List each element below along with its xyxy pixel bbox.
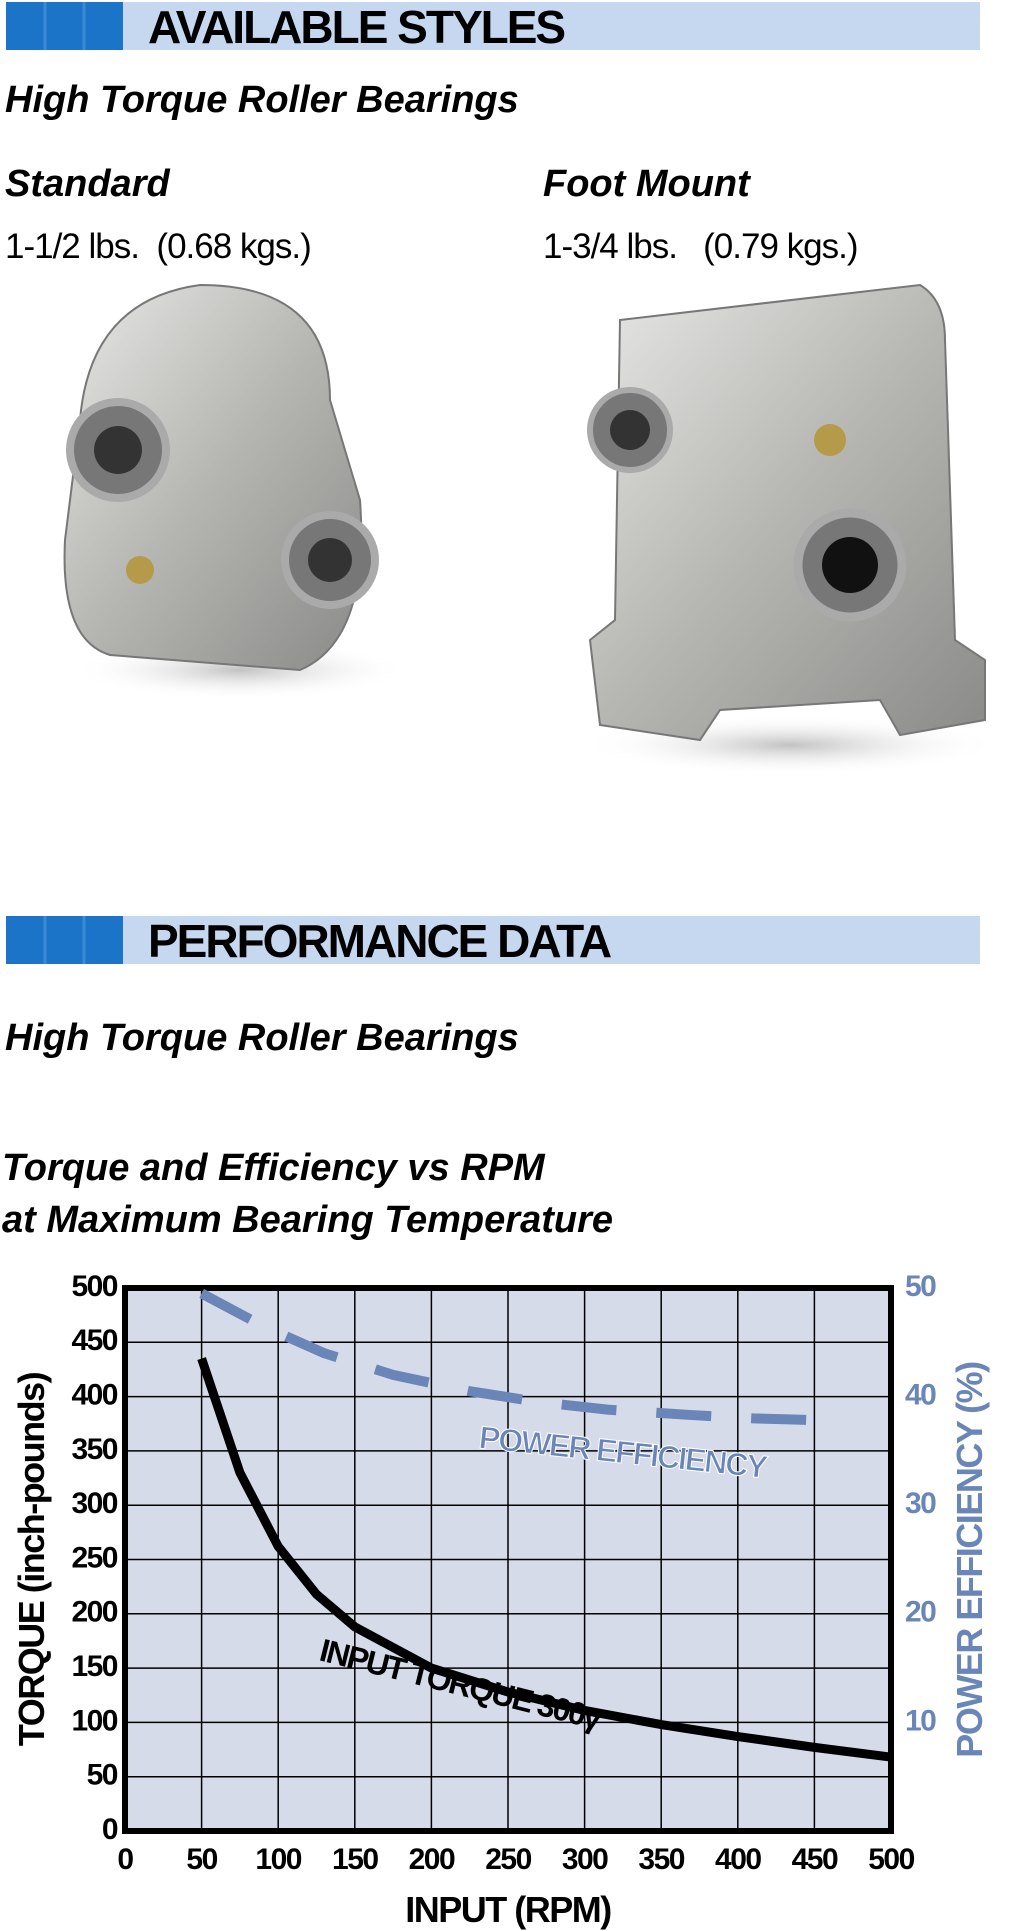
x-tick-label: 250 [485,1843,531,1876]
x-tick-label: 200 [409,1843,455,1876]
x-tick-label: 0 [117,1843,133,1876]
y-tick-label: 450 [71,1324,117,1357]
x-tick-label: 50 [186,1843,217,1876]
y-tick-label: 300 [71,1487,117,1520]
x-axis-label: INPUT (RPM) [405,1889,611,1930]
y2-axis-label: POWER EFFICIENCY (%) [949,1362,990,1758]
chart-title: Torque and Efficiency vs RPM [2,1147,546,1189]
chart: 0 50 100 150 200 250 300 350 400 450 500 0 50 100 150 2… [11,1270,990,1930]
y-tick-label: 150 [71,1650,117,1683]
product-photo [63,283,410,700]
y-tick-label: 100 [71,1704,117,1737]
y-tick-label: 200 [71,1596,117,1629]
x-tick-label: 400 [715,1843,761,1876]
x-tick-label: 300 [562,1843,608,1876]
header-title: PERFORMANCE DATA [148,915,611,967]
x-tick-label: 350 [638,1843,684,1876]
header-title: AVAILABLE STYLES [148,1,564,53]
x-tick-label: 100 [255,1843,301,1876]
style-name: Standard [5,163,170,205]
y-tick-label: 250 [71,1541,117,1574]
y2-tick-label: 10 [905,1704,936,1737]
y-tick-label: 50 [87,1759,118,1792]
style-name: Foot Mount [543,163,751,205]
x-tick-label: 150 [332,1843,378,1876]
chart-title: at Maximum Bearing Temperature [2,1199,613,1241]
x-tick-label: 500 [868,1843,914,1876]
style-weight: 1-1/2 lbs. (0.68 kgs.) [5,227,311,266]
y-tick-label: 0 [102,1813,118,1846]
section-header: PERFORMANCE DATA [6,915,980,967]
y-tick-label: 350 [71,1433,117,1466]
y2-tick-label: 20 [905,1596,936,1629]
y-tick-label: 400 [71,1379,117,1412]
plot-border [122,1285,894,1834]
y2-tick-label: 50 [905,1270,936,1303]
data-line [197,1357,892,1762]
subtitle: High Torque Roller Bearings [5,1017,519,1059]
product-photo [580,283,1000,775]
y-tick-label: 500 [71,1270,117,1303]
x-tick-label: 450 [792,1843,838,1876]
subtitle: High Torque Roller Bearings [5,79,519,121]
y2-tick-label: 40 [905,1379,936,1412]
data-line [199,1289,830,1426]
section-header: AVAILABLE STYLES [6,1,980,53]
y-axis-label: TORQUE (inch-pounds) [11,1372,52,1746]
style-weight: 1-3/4 lbs. (0.79 kgs.) [543,227,857,266]
y2-tick-label: 30 [905,1487,936,1520]
